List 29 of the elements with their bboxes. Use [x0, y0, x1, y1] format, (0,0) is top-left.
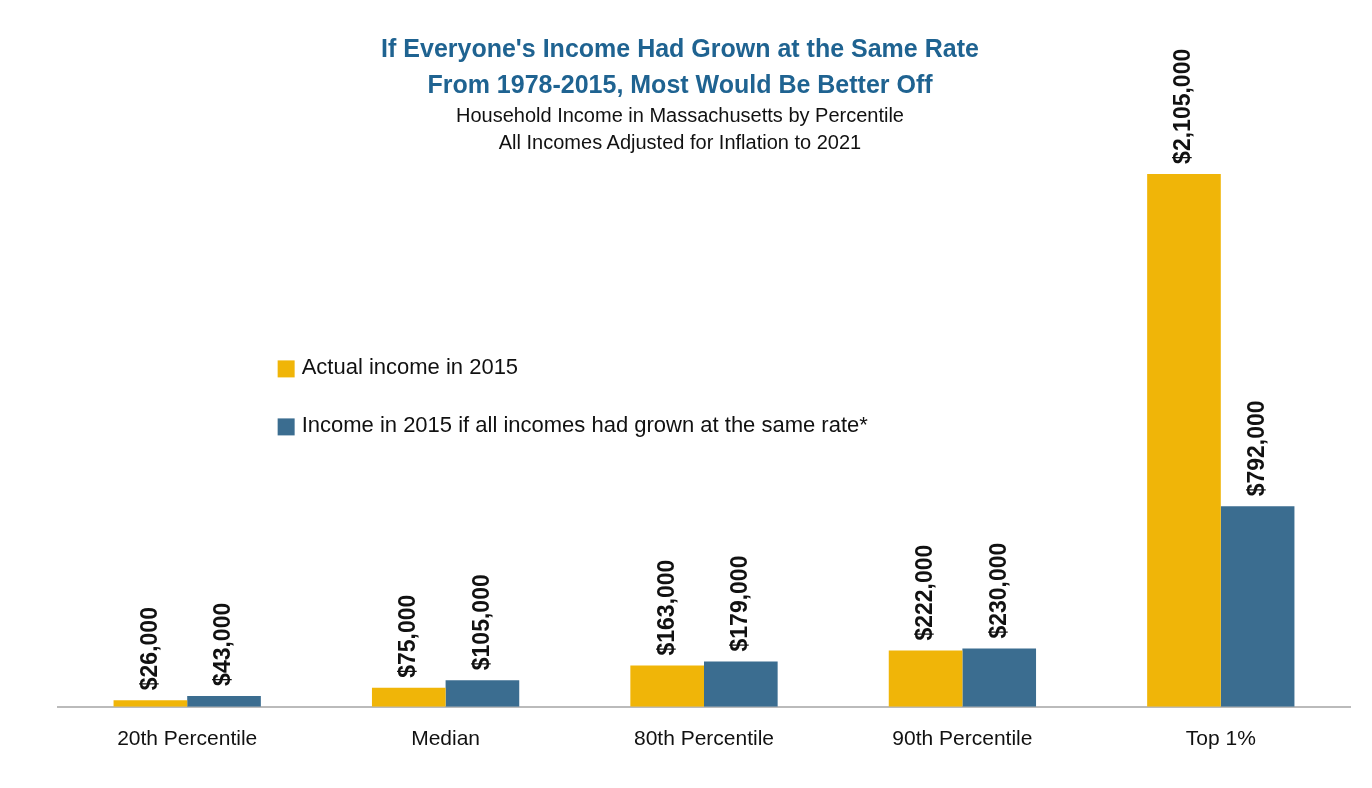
data-label: $163,000: [652, 559, 679, 656]
bar: [1147, 173, 1221, 707]
x-tick-label: 20th Percentile: [117, 726, 258, 750]
data-label: $222,000: [910, 544, 937, 641]
legend-label: Income in 2015 if all incomes had grown at the same rate*: [301, 412, 869, 438]
bar: [962, 648, 1037, 707]
data-label: $43,000: [209, 602, 236, 686]
bar: [630, 665, 704, 707]
data-label: $75,000: [394, 594, 421, 678]
bar: [187, 695, 261, 707]
bar: [113, 700, 188, 707]
data-label: $792,000: [1242, 400, 1269, 497]
chart-subtitle: Household Income in Massachusetts by Percentile All Incomes Adjusted for Inflation to 2021: [455, 103, 905, 155]
chart-title: If Everyone's Income Had Grown at the Same Rate From 1978-2015, Most Would Be Better Off: [380, 33, 980, 100]
bar: [704, 661, 778, 707]
x-tick-label: Top 1%: [1185, 726, 1256, 750]
bar: [888, 650, 963, 707]
data-label: $230,000: [984, 542, 1011, 639]
data-label: $2,105,000: [1169, 48, 1196, 164]
x-tick-label: 80th Percentile: [633, 726, 775, 750]
data-label: $26,000: [135, 607, 162, 691]
legend-label: Actual income in 2015: [301, 354, 519, 380]
bar: [371, 687, 446, 707]
data-label: $105,000: [467, 574, 494, 671]
bar: [1220, 506, 1295, 707]
x-tick-label: 90th Percentile: [892, 726, 1033, 750]
x-tick-label: Median: [411, 726, 481, 750]
data-label: $179,000: [726, 555, 753, 652]
bar: [445, 680, 520, 707]
